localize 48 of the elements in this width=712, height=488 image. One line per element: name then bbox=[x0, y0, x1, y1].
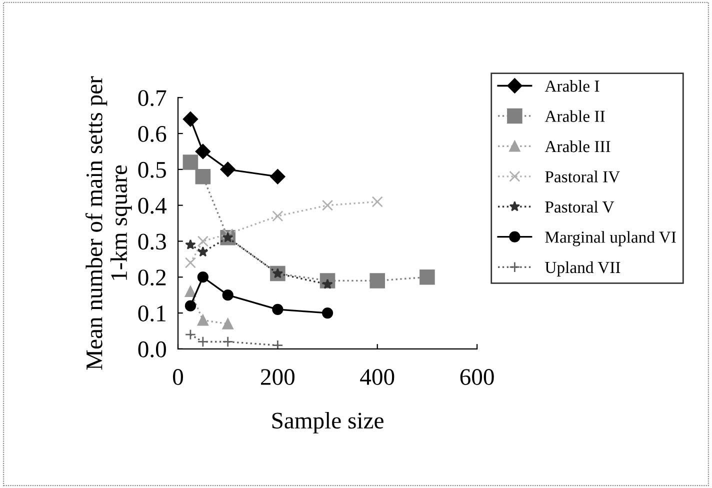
y-axis-title: Mean number of main setts per 1-km square bbox=[85, 76, 132, 370]
y-tick-label: 0.2 bbox=[138, 270, 166, 286]
point bbox=[270, 169, 286, 184]
point bbox=[272, 210, 284, 222]
y-tick-label: 0.1 bbox=[138, 306, 166, 322]
legend-label: Arable II bbox=[544, 110, 605, 122]
legend-label: Arable I bbox=[544, 80, 600, 92]
y-tick-label: 0.5 bbox=[138, 162, 166, 178]
point bbox=[322, 200, 334, 211]
x-tick-label: 200 bbox=[261, 369, 294, 385]
point bbox=[197, 314, 208, 326]
point bbox=[222, 318, 234, 330]
y-tick-label: 0.6 bbox=[138, 126, 166, 142]
point bbox=[184, 286, 196, 298]
point bbox=[184, 257, 196, 268]
point bbox=[184, 329, 196, 340]
x-tick-label: 400 bbox=[360, 369, 394, 385]
legend-label: Arable III bbox=[544, 140, 610, 152]
y-tick-label: 0.7 bbox=[138, 90, 166, 106]
point bbox=[182, 154, 198, 170]
point bbox=[272, 304, 284, 315]
point bbox=[184, 300, 196, 312]
legend-label: Pastoral V bbox=[545, 200, 614, 213]
point bbox=[182, 112, 198, 127]
y-tick-label: 0.3 bbox=[138, 234, 166, 250]
point bbox=[222, 336, 234, 348]
point bbox=[220, 162, 236, 177]
point bbox=[420, 269, 435, 285]
point bbox=[195, 144, 210, 160]
point bbox=[197, 272, 208, 283]
x-tick-label: 0 bbox=[172, 369, 184, 385]
point bbox=[272, 340, 284, 349]
legend-label: Pastoral IV bbox=[545, 170, 620, 182]
point bbox=[370, 273, 385, 288]
point bbox=[322, 307, 334, 319]
point bbox=[372, 196, 383, 208]
point bbox=[185, 239, 196, 250]
point bbox=[198, 246, 208, 257]
point bbox=[197, 236, 208, 247]
x-tick-label: 600 bbox=[460, 369, 494, 385]
point bbox=[195, 168, 211, 184]
x-axis-title: Sample size bbox=[272, 412, 384, 434]
point bbox=[197, 336, 208, 348]
y-tick-label: 0.0 bbox=[138, 341, 166, 358]
y-tick-label: 0.4 bbox=[138, 198, 167, 214]
point bbox=[222, 290, 234, 301]
legend-label: Upland VII bbox=[545, 261, 620, 276]
legend-label: Marginal upland VI bbox=[545, 231, 676, 246]
